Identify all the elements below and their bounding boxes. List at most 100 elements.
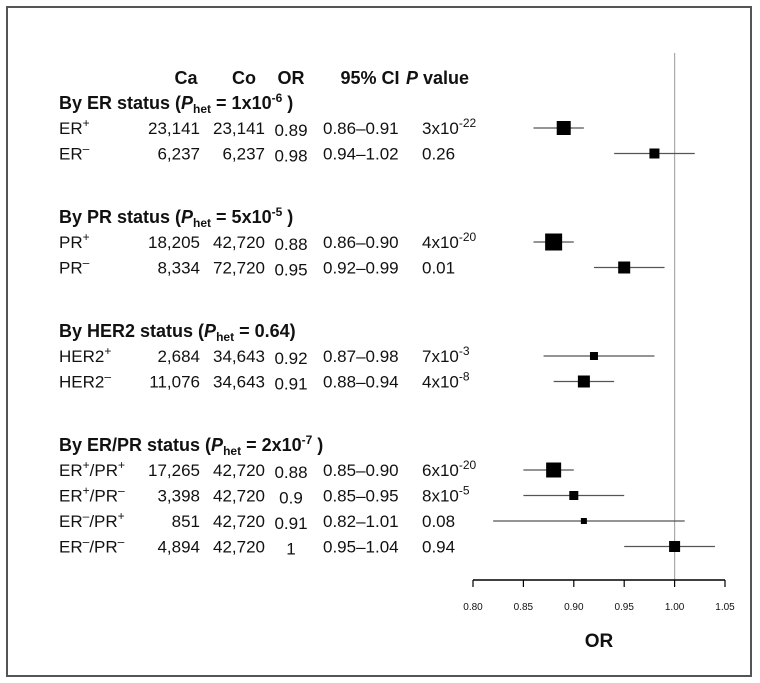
or-marker xyxy=(669,541,681,552)
cell-or: 0.91 xyxy=(274,514,307,533)
cell-ca: 17,265 xyxy=(148,461,200,480)
cell-co: 34,643 xyxy=(213,347,265,366)
row-label: PR– xyxy=(59,256,90,278)
cell-or: 0.88 xyxy=(274,235,307,254)
cell-co: 42,720 xyxy=(213,512,265,531)
cell-or: 0.89 xyxy=(274,121,307,140)
x-tick-label: 0.80 xyxy=(463,602,483,613)
cell-or: 0.88 xyxy=(274,463,307,482)
cell-ci: 0.85–0.90 xyxy=(323,461,399,480)
row-label-sup: – xyxy=(83,535,90,549)
group-label: By HER2 status (Phet = 0.64) xyxy=(59,321,296,344)
cell-co: 42,720 xyxy=(213,487,265,506)
cell-ci: 0.88–0.94 xyxy=(323,373,399,392)
plot-area: 0.80 0.85 0.90 0.95 1.00 1.05 OR xyxy=(463,53,735,652)
cell-or: 0.92 xyxy=(274,349,307,368)
cell-p-exponent: -22 xyxy=(459,116,477,130)
cell-ca: 4,894 xyxy=(157,538,200,557)
cell-p-value: 4x10-8 xyxy=(422,370,470,392)
row-label-sup: + xyxy=(83,458,90,472)
cell-ci: 0.87–0.98 xyxy=(323,347,399,366)
cell-p-exponent: -3 xyxy=(459,344,470,358)
header-ci: 95% CI xyxy=(340,68,399,88)
forest-plot: Ca Co OR 95% CI P value By ER status (Ph… xyxy=(59,53,735,652)
row-label-sup-2: – xyxy=(118,484,125,498)
cell-ca: 2,684 xyxy=(157,347,200,366)
or-marker xyxy=(577,375,590,388)
row-label-text: ER xyxy=(59,512,83,531)
row-label-text-2: /PR xyxy=(90,461,118,480)
x-tick-label: 0.95 xyxy=(614,602,634,613)
or-marker xyxy=(556,121,571,135)
cell-p-base: 4x10 xyxy=(422,233,459,252)
column-headers: Ca Co OR 95% CI P value xyxy=(174,68,469,88)
group-label-exponent: -6 xyxy=(272,91,283,105)
row-label-text-2: /PR xyxy=(89,512,117,531)
row-label-sup: + xyxy=(104,344,111,358)
row-label: ER–/PR+ xyxy=(59,509,125,531)
row-label-sup: + xyxy=(83,116,90,130)
row-label-text: ER xyxy=(59,461,83,480)
cell-or: 0.98 xyxy=(274,147,307,166)
cell-co: 34,643 xyxy=(213,373,265,392)
cell-ci: 0.86–0.90 xyxy=(323,233,399,252)
group-label-het: het xyxy=(193,216,211,230)
group-label-value: = 2x10 xyxy=(241,435,302,455)
group-label-value: = 5x10 xyxy=(211,207,272,227)
cell-ca: 23,141 xyxy=(148,119,200,138)
group-label-p: P xyxy=(181,207,194,227)
header-p-rest: value xyxy=(418,68,469,88)
group-label-p: P xyxy=(211,435,224,455)
group-label: By ER/PR status (Phet = 2x10-7 ) xyxy=(59,433,323,458)
group-label-close: ) xyxy=(282,207,293,227)
x-tick-label: 0.90 xyxy=(564,602,584,613)
row-label-text: ER xyxy=(59,145,83,164)
cell-p-value: 3x10-22 xyxy=(422,116,477,138)
header-co: Co xyxy=(232,68,256,88)
or-marker xyxy=(618,261,631,274)
header-p-italic: P xyxy=(406,68,419,88)
group-label-close: ) xyxy=(312,435,323,455)
cell-ci: 0.94–1.02 xyxy=(323,145,399,164)
cell-co: 6,237 xyxy=(222,145,265,164)
group-label-close: ) xyxy=(282,93,293,113)
or-marker xyxy=(569,491,579,500)
cell-co: 42,720 xyxy=(213,461,265,480)
cell-ci: 0.86–0.91 xyxy=(323,119,399,138)
cell-p-base: 8x10 xyxy=(422,487,459,506)
row-label-sup: + xyxy=(83,230,90,244)
x-tick-label: 1.05 xyxy=(715,602,735,613)
cell-ci: 0.95–1.04 xyxy=(323,538,399,557)
row-label: ER– xyxy=(59,142,90,164)
cell-or: 1 xyxy=(286,540,295,559)
group-label-het: het xyxy=(216,330,234,344)
cell-p-base: 0.08 xyxy=(422,512,455,531)
cell-p-exponent: -5 xyxy=(459,484,470,498)
cell-p-value: 7x10-3 xyxy=(422,344,470,366)
cell-p-exponent: -20 xyxy=(459,458,477,472)
row-label-text: ER xyxy=(59,487,83,506)
table-rows: By ER status (Phet = 1x10-6 )ER+ 23,141 23… xyxy=(59,91,477,559)
group-label-exponent: -7 xyxy=(302,433,313,447)
x-tick-label: 1.00 xyxy=(665,602,685,613)
row-label-sup-2: + xyxy=(118,509,125,523)
cell-p-base: 6x10 xyxy=(422,461,459,480)
row-label-text: HER2 xyxy=(59,373,104,392)
row-label: HER2+ xyxy=(59,344,111,366)
or-marker xyxy=(649,148,660,159)
group-label-het: het xyxy=(223,444,241,458)
group-label-text: By HER2 status ( xyxy=(59,321,204,341)
header-p-value: P value xyxy=(406,68,469,88)
or-marker xyxy=(545,233,563,251)
row-label-sup: – xyxy=(83,509,90,523)
cell-ca: 8,334 xyxy=(157,259,200,278)
row-label: ER+/PR+ xyxy=(59,458,125,480)
group-label-het: het xyxy=(193,102,211,116)
group-label: By ER status (Phet = 1x10-6 ) xyxy=(59,91,293,116)
row-label-sup: – xyxy=(83,256,90,270)
row-label-text: ER xyxy=(59,538,83,557)
cell-ca: 3,398 xyxy=(157,487,200,506)
row-label: PR+ xyxy=(59,230,90,252)
cell-ca: 18,205 xyxy=(148,233,200,252)
cell-ci: 0.82–1.01 xyxy=(323,512,399,531)
